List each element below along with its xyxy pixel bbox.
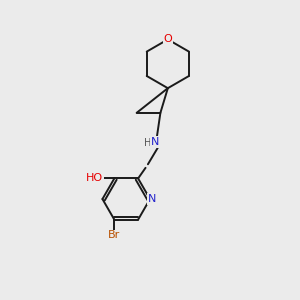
Text: N: N — [151, 137, 159, 147]
Text: Br: Br — [108, 230, 121, 240]
Text: O: O — [164, 34, 172, 44]
Text: H: H — [144, 138, 152, 148]
Text: N: N — [148, 194, 156, 204]
Text: HO: HO — [86, 173, 103, 183]
